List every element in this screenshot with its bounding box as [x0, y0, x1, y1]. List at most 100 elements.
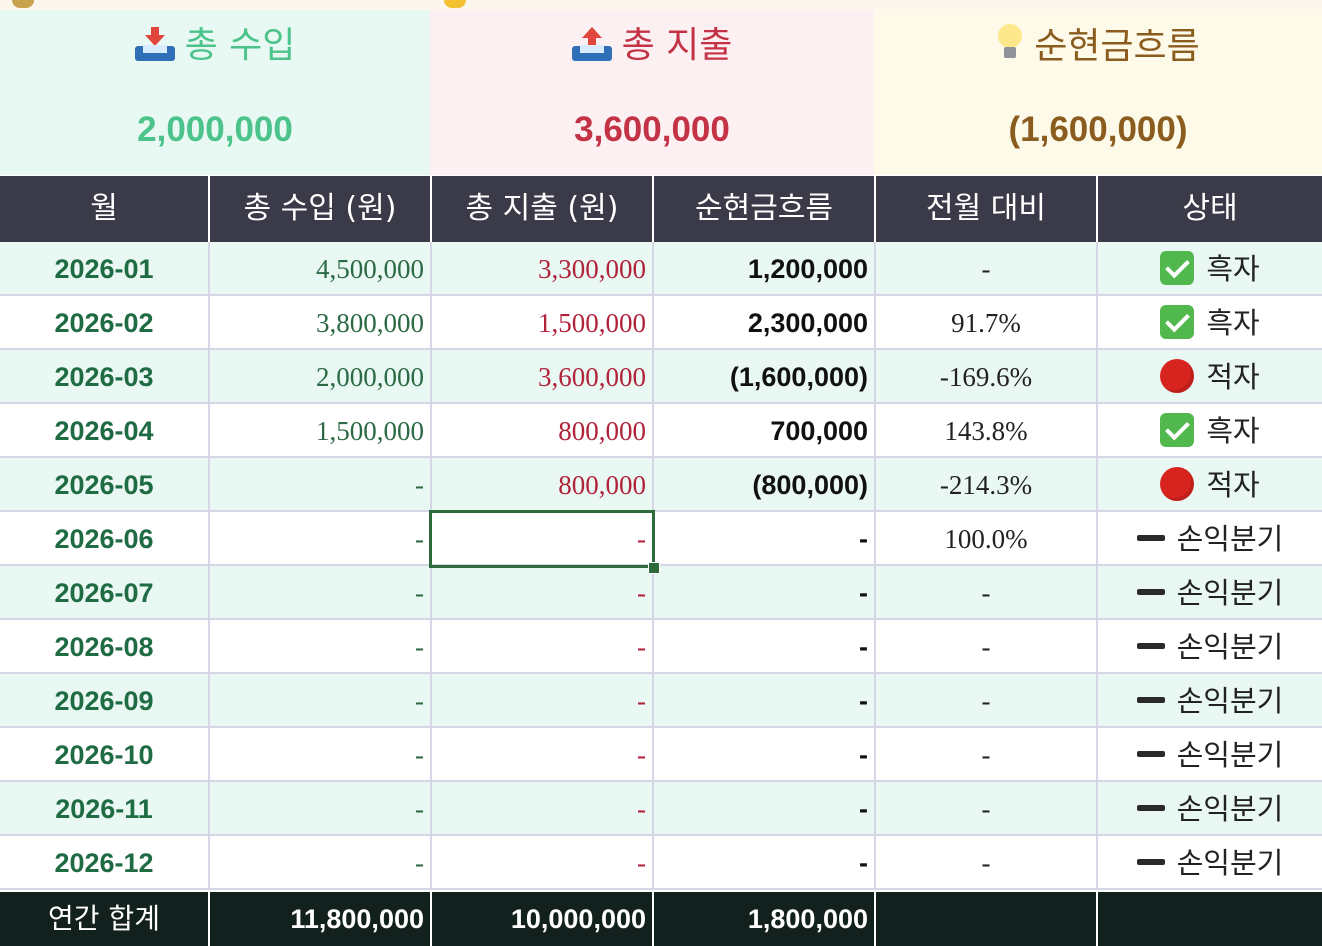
- mom-change-cell[interactable]: -: [876, 728, 1098, 782]
- status-cell[interactable]: 손익분기: [1098, 728, 1322, 782]
- expense-cell[interactable]: -: [432, 674, 654, 728]
- mom-change-cell[interactable]: -214.3%: [876, 458, 1098, 512]
- total-status-cell[interactable]: [1098, 892, 1322, 946]
- net-cashflow-cell[interactable]: -: [654, 836, 876, 890]
- month-cell[interactable]: 2026-03: [0, 350, 210, 404]
- mom-change-cell[interactable]: -169.6%: [876, 350, 1098, 404]
- red-circle-icon: [1160, 467, 1195, 501]
- table-row: 2026-11 - - - - 손익분기: [0, 782, 1322, 836]
- summary-expense-label: 총 지출: [430, 24, 874, 68]
- month-cell[interactable]: 2026-05: [0, 458, 210, 512]
- income-cell[interactable]: 2,000,000: [210, 350, 432, 404]
- income-cell[interactable]: -: [210, 512, 432, 566]
- expense-cell[interactable]: 800,000: [432, 404, 654, 458]
- status-cell[interactable]: 적자: [1098, 350, 1322, 404]
- month-cell[interactable]: 2026-06: [0, 512, 210, 566]
- income-cell[interactable]: -: [210, 836, 432, 890]
- net-cashflow-cell[interactable]: 700,000: [654, 404, 876, 458]
- mom-change-cell[interactable]: -: [876, 566, 1098, 620]
- income-cell[interactable]: -: [210, 458, 432, 512]
- inbox-tray-icon: [134, 27, 175, 61]
- expense-cell[interactable]: 3,300,000: [432, 242, 654, 296]
- mom-change-cell[interactable]: -: [876, 242, 1098, 296]
- status-cell[interactable]: 손익분기: [1098, 566, 1322, 620]
- expense-cell[interactable]: 1,500,000: [432, 296, 654, 350]
- net-cashflow-cell[interactable]: -: [654, 674, 876, 728]
- status-cell[interactable]: 손익분기: [1098, 782, 1322, 836]
- net-cashflow-cell[interactable]: (1,600,000): [654, 350, 876, 404]
- net-cashflow-cell[interactable]: 1,200,000: [654, 242, 876, 296]
- income-cell[interactable]: 1,500,000: [210, 404, 432, 458]
- fill-handle[interactable]: [648, 562, 660, 574]
- mom-change-cell[interactable]: -: [876, 674, 1098, 728]
- table-row: 2026-02 3,800,000 1,500,000 2,300,000 91…: [0, 296, 1322, 350]
- column-header-net[interactable]: 순현금흐름: [654, 176, 876, 242]
- mom-change-cell[interactable]: -: [876, 620, 1098, 674]
- expense-cell[interactable]: -: [432, 620, 654, 674]
- income-cell[interactable]: -: [210, 674, 432, 728]
- net-cashflow-cell[interactable]: -: [654, 782, 876, 836]
- month-cell[interactable]: 2026-01: [0, 242, 210, 296]
- summary-net-card: 순현금흐름 (1,600,000): [874, 10, 1322, 175]
- table-row: 2026-06 - - - 100.0% 손익분기: [0, 512, 1322, 566]
- month-cell[interactable]: 2026-10: [0, 728, 210, 782]
- column-header-month[interactable]: 월: [0, 176, 210, 242]
- total-net-cell[interactable]: 1,800,000: [654, 892, 876, 946]
- month-cell[interactable]: 2026-04: [0, 404, 210, 458]
- expense-cell[interactable]: 3,600,000: [432, 350, 654, 404]
- net-cashflow-cell[interactable]: -: [654, 620, 876, 674]
- income-cell[interactable]: -: [210, 782, 432, 836]
- mom-change-cell[interactable]: 143.8%: [876, 404, 1098, 458]
- total-expense-cell[interactable]: 10,000,000: [432, 892, 654, 946]
- status-cell[interactable]: 흑자: [1098, 404, 1322, 458]
- mom-change-cell[interactable]: 91.7%: [876, 296, 1098, 350]
- total-income-cell[interactable]: 11,800,000: [210, 892, 432, 946]
- status-cell[interactable]: 흑자: [1098, 296, 1322, 350]
- column-header-expense[interactable]: 총 지출 (원): [432, 176, 654, 242]
- column-header-status[interactable]: 상태: [1098, 176, 1322, 242]
- table-row: 2026-07 - - - - 손익분기: [0, 566, 1322, 620]
- net-cashflow-cell[interactable]: -: [654, 728, 876, 782]
- month-cell[interactable]: 2026-12: [0, 836, 210, 890]
- status-label: 흑자: [1206, 414, 1260, 448]
- net-cashflow-cell[interactable]: -: [654, 512, 876, 566]
- mom-change-cell[interactable]: -: [876, 782, 1098, 836]
- month-cell[interactable]: 2026-07: [0, 566, 210, 620]
- month-cell[interactable]: 2026-08: [0, 620, 210, 674]
- column-header-income[interactable]: 총 수입 (원): [210, 176, 432, 242]
- net-cashflow-cell[interactable]: (800,000): [654, 458, 876, 512]
- status-cell[interactable]: 손익분기: [1098, 674, 1322, 728]
- expense-cell[interactable]: -: [432, 728, 654, 782]
- check-mark-icon: [1160, 413, 1195, 447]
- status-cell[interactable]: 손익분기: [1098, 836, 1322, 890]
- summary-net-label: 순현금흐름: [874, 24, 1322, 69]
- net-cashflow-cell[interactable]: 2,300,000: [654, 296, 876, 350]
- expense-cell[interactable]: 800,000: [432, 458, 654, 512]
- summary-expense-card: 총 지출 3,600,000: [430, 10, 874, 175]
- expense-cell[interactable]: -: [432, 782, 654, 836]
- emoji-fragment: [12, 0, 34, 8]
- status-cell[interactable]: 손익분기: [1098, 512, 1322, 566]
- month-cell[interactable]: 2026-02: [0, 296, 210, 350]
- summary-net-label-text: 순현금흐름: [1034, 26, 1200, 67]
- net-cashflow-cell[interactable]: -: [654, 566, 876, 620]
- income-cell[interactable]: -: [210, 728, 432, 782]
- total-mom-cell[interactable]: [876, 892, 1098, 946]
- month-cell[interactable]: 2026-09: [0, 674, 210, 728]
- status-cell[interactable]: 흑자: [1098, 242, 1322, 296]
- status-cell[interactable]: 적자: [1098, 458, 1322, 512]
- income-cell[interactable]: 4,500,000: [210, 242, 432, 296]
- income-cell[interactable]: -: [210, 566, 432, 620]
- column-header-mom[interactable]: 전월 대비: [876, 176, 1098, 242]
- total-label[interactable]: 연간 합계: [0, 892, 210, 946]
- mom-change-cell[interactable]: -: [876, 836, 1098, 890]
- status-label: 손익분기: [1176, 684, 1284, 718]
- mom-change-cell[interactable]: 100.0%: [876, 512, 1098, 566]
- status-cell[interactable]: 손익분기: [1098, 620, 1322, 674]
- expense-cell[interactable]: -: [432, 836, 654, 890]
- month-cell[interactable]: 2026-11: [0, 782, 210, 836]
- expense-cell[interactable]: -: [432, 566, 654, 620]
- income-cell[interactable]: 3,800,000: [210, 296, 432, 350]
- light-bulb-icon: [996, 24, 1024, 62]
- income-cell[interactable]: -: [210, 620, 432, 674]
